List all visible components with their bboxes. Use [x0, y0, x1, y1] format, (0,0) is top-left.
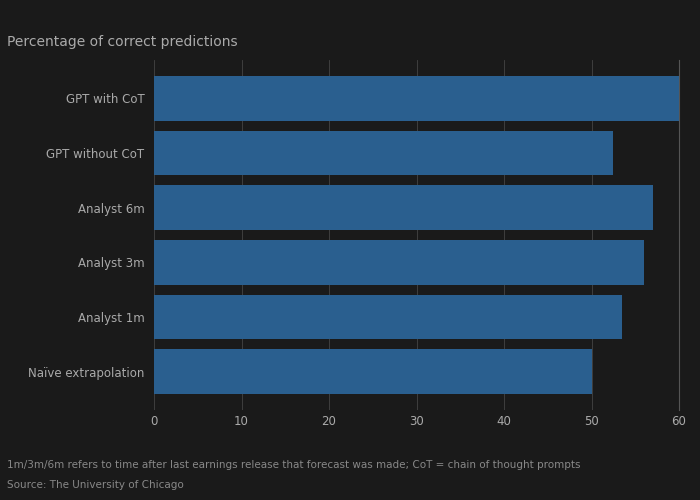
Bar	[154, 294, 622, 340]
Text: Percentage of correct predictions: Percentage of correct predictions	[7, 35, 237, 49]
Text: Source: The University of Chicago: Source: The University of Chicago	[7, 480, 183, 490]
Text: 1m/3m/6m refers to time after last earnings release that forecast was made; CoT : 1m/3m/6m refers to time after last earni…	[7, 460, 580, 470]
Bar	[154, 185, 652, 230]
Bar	[154, 350, 592, 394]
Bar	[154, 240, 644, 285]
Bar	[154, 76, 679, 120]
Bar	[154, 130, 613, 176]
